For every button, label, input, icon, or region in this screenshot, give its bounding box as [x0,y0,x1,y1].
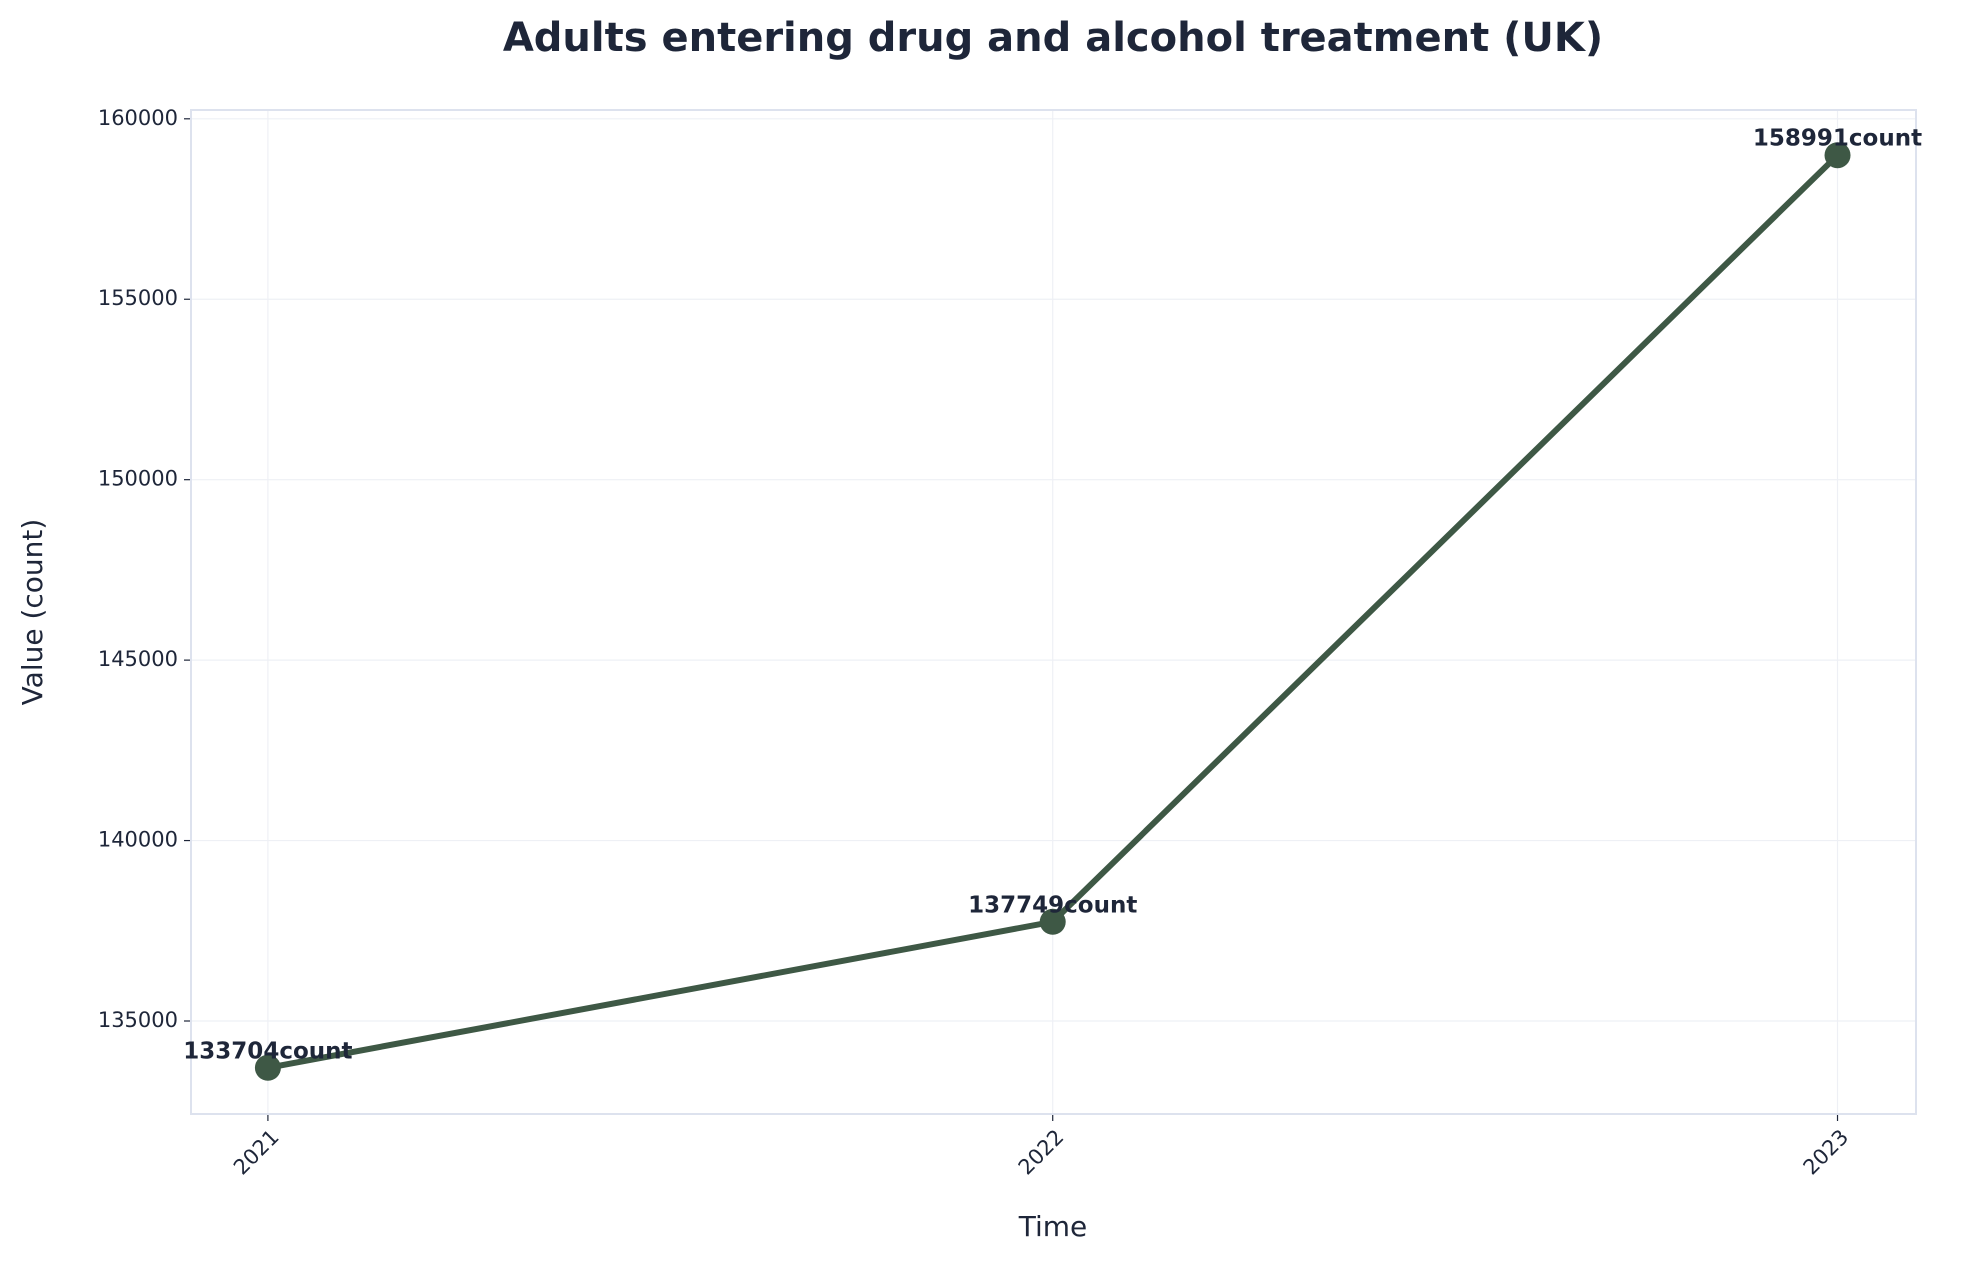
y-tick-label: 150000 [98,467,178,491]
data-label: 137749count [968,892,1137,918]
marker [1039,908,1066,935]
marker [254,1054,281,1081]
y-tick-label: 135000 [98,1008,178,1032]
y-tick-label: 140000 [98,828,178,852]
marker [1824,142,1851,169]
chart-title: Adults entering drug and alcohol treatme… [503,15,1603,61]
data-label: 158991count [1753,126,1922,152]
y-tick-label: 160000 [98,106,178,130]
y-tick-label: 155000 [98,286,178,310]
data-label: 133704count [183,1038,352,1064]
x-tick-label: 2021 [229,1125,284,1180]
x-axis-label: Time [1018,1210,1088,1243]
x-tick-label: 2023 [1799,1125,1854,1180]
y-axis-label: Value (count) [16,519,49,706]
x-tick-label: 2022 [1014,1125,1069,1180]
plot-frame [190,109,1917,1115]
y-tick-label: 145000 [98,647,178,671]
